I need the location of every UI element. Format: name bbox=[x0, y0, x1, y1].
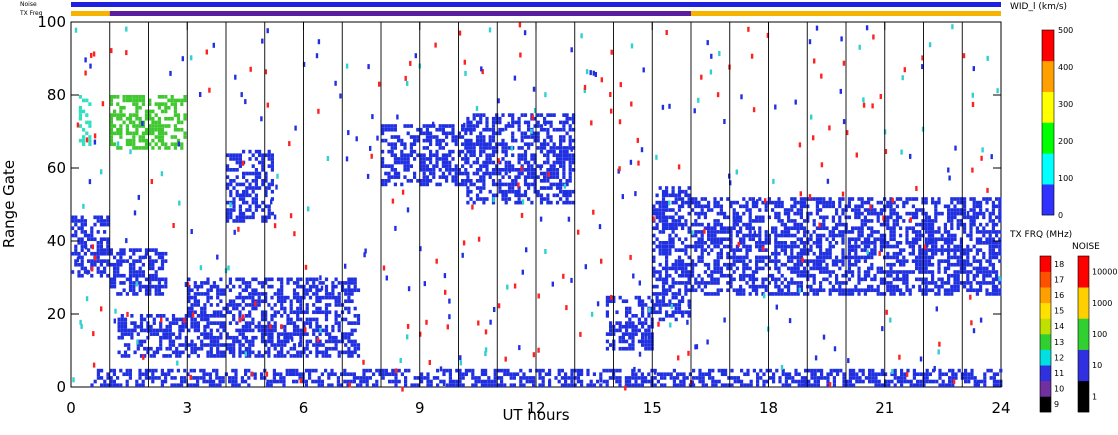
x-axis-ticks: 0 3 6 9 12 15 18 21 24 bbox=[66, 22, 1011, 417]
y-axis-ticks: 0 20 40 60 80 100 bbox=[37, 13, 1001, 396]
txfreq-segment-0 bbox=[71, 11, 110, 16]
x-tick-label-1: 3 bbox=[182, 399, 192, 417]
echo-region-11 bbox=[691, 197, 1002, 296]
colorbar-1-tick-1: 10 bbox=[1054, 385, 1064, 394]
colorbar-1-tick-7: 16 bbox=[1054, 291, 1064, 300]
txfreq-bar-label: TX Freq bbox=[19, 10, 43, 17]
colorbar-2-tick-3: 1000 bbox=[1092, 299, 1112, 308]
colorbar-2-tick-2: 100 bbox=[1092, 330, 1107, 339]
colorbar-0-tick-0: 0 bbox=[1058, 211, 1063, 220]
y-tick-label-0: 0 bbox=[56, 378, 66, 396]
x-tick-label-3: 9 bbox=[415, 399, 425, 417]
echo-region-2 bbox=[109, 95, 187, 150]
colorbar-0-tick-3: 300 bbox=[1058, 100, 1073, 109]
colorbar-1-tick-5: 14 bbox=[1054, 322, 1064, 331]
colorbar-title-0: WID_l (km/s) bbox=[1010, 2, 1067, 12]
colorbar-0-tick-1: 100 bbox=[1058, 174, 1073, 183]
y-axis-label: Range Gate bbox=[0, 160, 18, 248]
colorbar-2-tick-0: 1 bbox=[1092, 392, 1097, 401]
x-tick-label-6: 18 bbox=[759, 399, 778, 417]
echo-data-layer bbox=[71, 22, 1003, 392]
scan-boundaries bbox=[109, 22, 963, 387]
noise-status-bar bbox=[71, 2, 1001, 7]
colorbar-1-tick-9: 18 bbox=[1054, 260, 1064, 269]
colorbar-2-tick-1: 10 bbox=[1092, 361, 1102, 370]
colorbar-1-tick-2: 11 bbox=[1054, 369, 1064, 378]
colorbar-1-tick-8: 17 bbox=[1054, 275, 1064, 284]
colorbar-0-tick-2: 200 bbox=[1058, 137, 1073, 146]
txfreq-status-bar bbox=[71, 11, 1001, 16]
txfreq-segment-1 bbox=[109, 11, 691, 16]
colorbar-2-tick-4: 10000 bbox=[1092, 268, 1117, 277]
echo-region-10 bbox=[652, 186, 691, 322]
x-axis-label: UT hours bbox=[502, 406, 569, 424]
echo-region-9 bbox=[605, 295, 654, 351]
x-tick-label-2: 6 bbox=[299, 399, 309, 417]
scattered-echoes bbox=[72, 22, 1001, 392]
x-tick-label-0: 0 bbox=[66, 399, 76, 417]
colorbar-1-tick-3: 12 bbox=[1054, 353, 1064, 362]
colorbar-1-tick-4: 13 bbox=[1054, 338, 1064, 347]
x-tick-label-4: 12 bbox=[526, 399, 545, 417]
echo-region-8 bbox=[466, 113, 576, 205]
txfreq-segment-2 bbox=[691, 11, 1001, 16]
echo-region-6 bbox=[226, 149, 274, 223]
colorbar-1: TX FRQ (MHz) 9 10 11 12 13 14 15 16 17 18 bbox=[1009, 230, 1072, 413]
noise-bar-label: Noise bbox=[20, 1, 37, 8]
x-tick-label-7: 21 bbox=[875, 399, 894, 417]
echo-region-3 bbox=[109, 248, 168, 296]
y-tick-label-1: 20 bbox=[47, 305, 66, 323]
echo-region-1 bbox=[78, 95, 92, 147]
x-tick-label-5: 15 bbox=[643, 399, 662, 417]
status-bars: Noise TX Freq bbox=[19, 1, 1001, 17]
colorbar-0: WID_l (km/s) 0 100 200 300 400 500 bbox=[1010, 2, 1073, 220]
colorbar-2: NOISE 1 10 100 1000 10000 bbox=[1072, 242, 1117, 413]
colorbar-title-1: TX FRQ (MHz) bbox=[1009, 230, 1072, 240]
colorbars: WID_l (km/s) 0 100 200 300 400 500 TX FRQ (MHz)… bbox=[1009, 2, 1117, 413]
echo-region-7 bbox=[381, 124, 468, 187]
y-tick-label-2: 40 bbox=[47, 232, 66, 250]
colorbar-1-tick-0: 9 bbox=[1054, 400, 1059, 409]
plot-area: 0 3 6 9 12 15 18 21 24 0 20 40 60 80 100 bbox=[37, 13, 1010, 417]
colorbar-1-tick-6: 15 bbox=[1054, 307, 1064, 316]
y-tick-label-3: 60 bbox=[47, 159, 66, 177]
y-tick-label-5: 100 bbox=[37, 13, 66, 31]
x-tick-label-8: 24 bbox=[991, 399, 1010, 417]
colorbar-0-tick-4: 400 bbox=[1058, 63, 1073, 72]
echo-region-4 bbox=[117, 314, 188, 358]
colorbar-0-tick-5: 500 bbox=[1058, 26, 1073, 35]
colorbar-title-2: NOISE bbox=[1072, 242, 1100, 252]
y-tick-label-4: 80 bbox=[47, 86, 66, 104]
